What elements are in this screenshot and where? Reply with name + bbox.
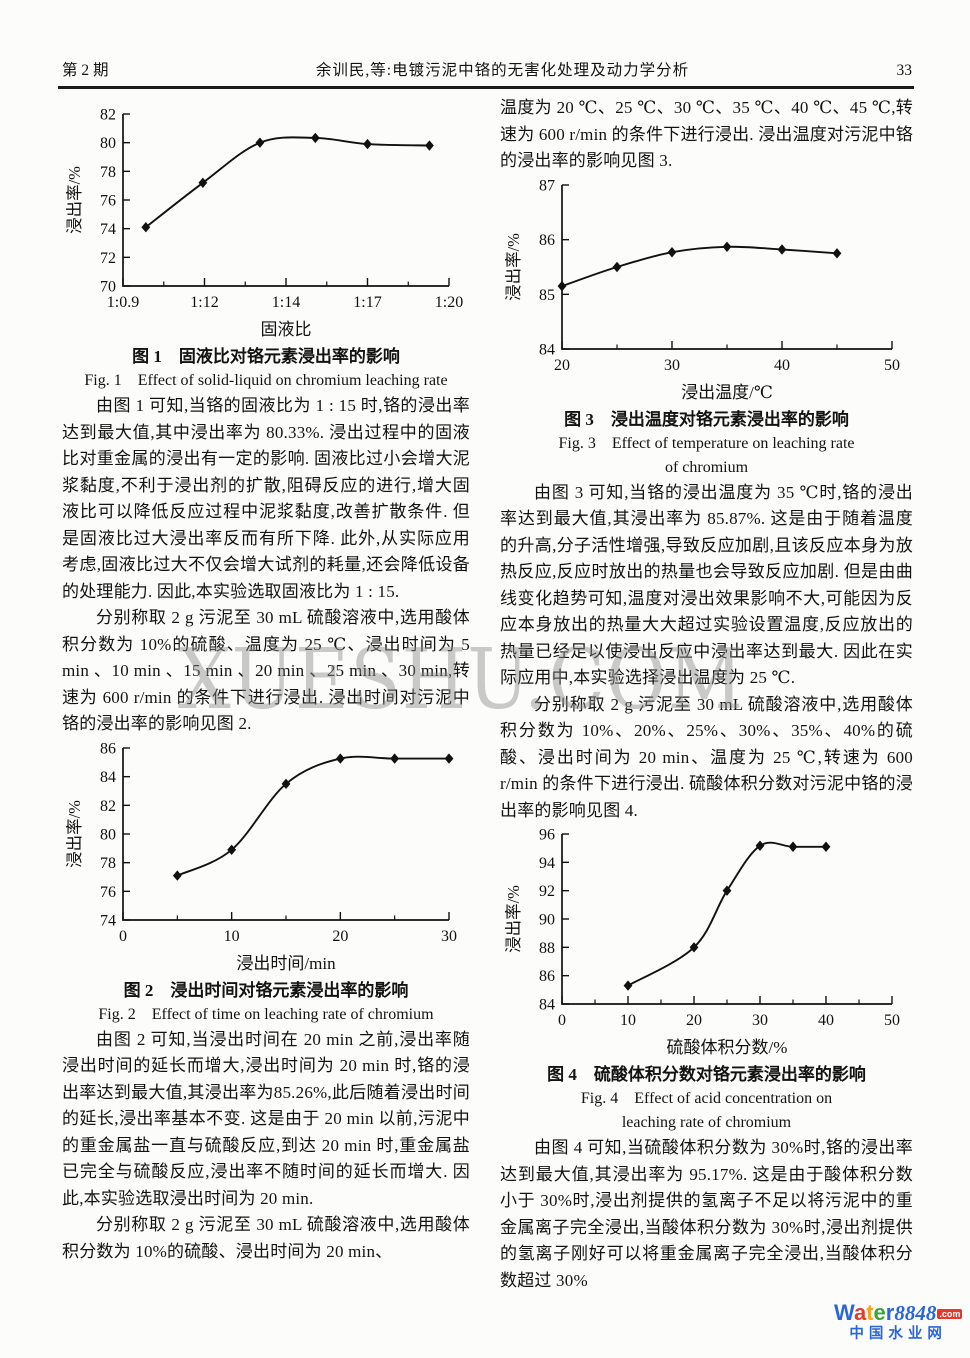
svg-text:50: 50 xyxy=(884,357,900,374)
svg-text:86: 86 xyxy=(539,232,555,249)
svg-text:10: 10 xyxy=(620,1012,636,1029)
fig3-caption-en-line1: Fig. 3 Effect of temperature on leaching… xyxy=(558,434,855,452)
right-paragraph-3: 由图 4 可知,当硫酸体积分数为 30%时,铬的浸出率达到最大值,其浸出率为 9… xyxy=(500,1138,913,1290)
svg-text:50: 50 xyxy=(884,1012,900,1029)
svg-text:85: 85 xyxy=(539,286,555,303)
running-title: 余训民,等:电镀污泥中铬的无害化处理及动力学分析 xyxy=(315,62,690,79)
svg-text:40: 40 xyxy=(774,357,790,374)
svg-text:固液比: 固液比 xyxy=(261,320,312,339)
left-paragraph-1: 由图 1 可知,当铬的固液比为 1 : 15 时,铬的浸出率达到最大值,其中浸出… xyxy=(62,396,470,601)
svg-text:72: 72 xyxy=(100,250,116,267)
svg-text:1:17: 1:17 xyxy=(353,294,381,311)
left-paragraph-4: 分别称取 2 g 污泥至 30 mL 硫酸溶液中,选用酸体积分数为 10%的硫酸… xyxy=(62,1215,470,1261)
svg-text:78: 78 xyxy=(100,855,116,872)
fig1-chart: 70 72 74 76 78 80 82 1:0.9 1:12 1:14 1:17 1:20 固液比 浸出… xyxy=(65,107,463,340)
svg-text:20: 20 xyxy=(332,928,348,945)
svg-text:30: 30 xyxy=(441,928,457,945)
svg-text:78: 78 xyxy=(100,164,116,181)
fig4-chart: 84 86 88 90 92 94 96 0 10 20 30 40 50 硫酸体积分数/% 浸出率/% xyxy=(504,827,900,1058)
svg-text:30: 30 xyxy=(663,357,679,374)
svg-text:86: 86 xyxy=(539,968,555,985)
water8848-chinese-name: 中国水业网 xyxy=(849,1326,947,1343)
svg-text:10: 10 xyxy=(224,928,240,945)
svg-text:90: 90 xyxy=(539,912,555,929)
right-column: 温度为 20 ℃、25 ℃、30 ℃、35 ℃、40 ℃、45 ℃,转速为 60… xyxy=(500,95,913,1294)
left-paragraph-3: 由图 2 可知,当浸出时间在 20 min 之前,浸出率随浸出时间的延长而增大,… xyxy=(62,1029,470,1208)
svg-text:20: 20 xyxy=(554,357,570,374)
svg-text:87: 87 xyxy=(539,177,555,194)
svg-text:浸出率/%: 浸出率/% xyxy=(65,799,84,867)
svg-text:20: 20 xyxy=(686,1012,702,1029)
svg-text:浸出温度/℃: 浸出温度/℃ xyxy=(681,383,773,402)
svg-text:84: 84 xyxy=(100,769,116,786)
svg-text:84: 84 xyxy=(539,341,555,358)
fig3-caption-en-line2: of chromium xyxy=(664,458,749,476)
issue-label: 第 2 期 xyxy=(62,62,109,79)
fig3-chart: 84 85 86 87 20 30 40 50 浸出温度/℃ 浸出率/% xyxy=(504,177,900,402)
right-paragraph-2: 分别称取 2 g 污泥至 30 mL 硫酸溶液中,选用酸体积分数为 10%、20… xyxy=(500,694,913,820)
fig3-caption-cn: 图 3 浸出温度对铬元素浸出率的影响 xyxy=(564,409,849,429)
right-paragraph-1: 由图 3 可知,当铬的浸出温度为 35 ℃时,铬的浸出率达到最大值,其浸出率为 … xyxy=(500,482,913,688)
svg-text:1:12: 1:12 xyxy=(190,294,218,311)
right-paragraph-0: 温度为 20 ℃、25 ℃、30 ℃、35 ℃、40 ℃、45 ℃,转速为 60… xyxy=(500,98,913,170)
svg-text:82: 82 xyxy=(100,107,116,124)
fig2-chart: 74 76 78 80 82 84 86 0 10 20 30 浸出时间/min 浸出率/% xyxy=(65,740,457,973)
svg-text:86: 86 xyxy=(100,740,116,757)
svg-text:84: 84 xyxy=(539,997,555,1014)
svg-text:1:14: 1:14 xyxy=(272,294,300,311)
svg-text:1:0.9: 1:0.9 xyxy=(107,294,139,311)
fig2-caption-cn: 图 2 浸出时间对铬元素浸出率的影响 xyxy=(123,980,409,1000)
fig4-caption-en-line1: Fig. 4 Effect of acid concentration on xyxy=(580,1090,833,1107)
water8848-brand-letters: Water xyxy=(834,1300,895,1325)
header-rule xyxy=(58,86,914,89)
fig1-caption-cn: 图 1 固液比对铬元素浸出率的影响 xyxy=(132,347,400,366)
svg-text:80: 80 xyxy=(100,135,116,152)
svg-text:94: 94 xyxy=(539,855,555,872)
svg-text:浸出率/%: 浸出率/% xyxy=(504,885,523,953)
water8848-dotcom-badge: .com xyxy=(937,1309,963,1319)
page-header: 第 2 期 余训民,等:电镀污泥中铬的无害化处理及动力学分析 33 xyxy=(62,58,912,80)
fig4-caption-en-line2: leaching rate of chromium xyxy=(621,1114,792,1131)
water8848-logo: Water8848 .com 中国水业网 xyxy=(834,1300,963,1343)
svg-text:浸出率/%: 浸出率/% xyxy=(65,166,84,234)
svg-text:76: 76 xyxy=(100,883,116,900)
svg-text:1:20: 1:20 xyxy=(435,294,463,311)
fig2-caption-en: Fig. 2 Effect of time on leaching rate o… xyxy=(98,1005,434,1023)
svg-text:0: 0 xyxy=(558,1012,566,1029)
page-number: 33 xyxy=(896,62,912,79)
svg-text:96: 96 xyxy=(539,827,555,844)
svg-text:0: 0 xyxy=(119,928,127,945)
fig1-caption-en: Fig. 1 Effect of solid-liquid on chromiu… xyxy=(84,372,448,389)
svg-text:30: 30 xyxy=(752,1012,768,1029)
water8848-wordmark: Water8848 .com xyxy=(834,1300,963,1325)
left-column: 70 72 74 76 78 80 82 1:0.9 1:12 1:14 1:17 1:20 固液比 浸出… xyxy=(62,104,470,1265)
fig4-caption-cn: 图 4 硫酸体积分数对铬元素浸出率的影响 xyxy=(547,1065,866,1084)
svg-text:40: 40 xyxy=(818,1012,834,1029)
svg-text:82: 82 xyxy=(100,797,116,814)
svg-text:74: 74 xyxy=(100,912,116,929)
left-paragraph-2: 分别称取 2 g 污泥至 30 mL 硫酸溶液中,选用酸体积分数为 10%的硫酸… xyxy=(62,608,470,733)
svg-text:浸出时间/min: 浸出时间/min xyxy=(236,954,336,973)
svg-text:74: 74 xyxy=(100,221,116,238)
svg-text:88: 88 xyxy=(539,940,555,957)
svg-text:76: 76 xyxy=(100,193,116,210)
water8848-number: 8848 xyxy=(894,1301,937,1325)
svg-text:70: 70 xyxy=(100,279,116,296)
svg-text:80: 80 xyxy=(100,826,116,843)
svg-text:92: 92 xyxy=(539,883,555,900)
svg-text:浸出率/%: 浸出率/% xyxy=(504,232,523,300)
svg-text:硫酸体积分数/%: 硫酸体积分数/% xyxy=(666,1038,787,1057)
